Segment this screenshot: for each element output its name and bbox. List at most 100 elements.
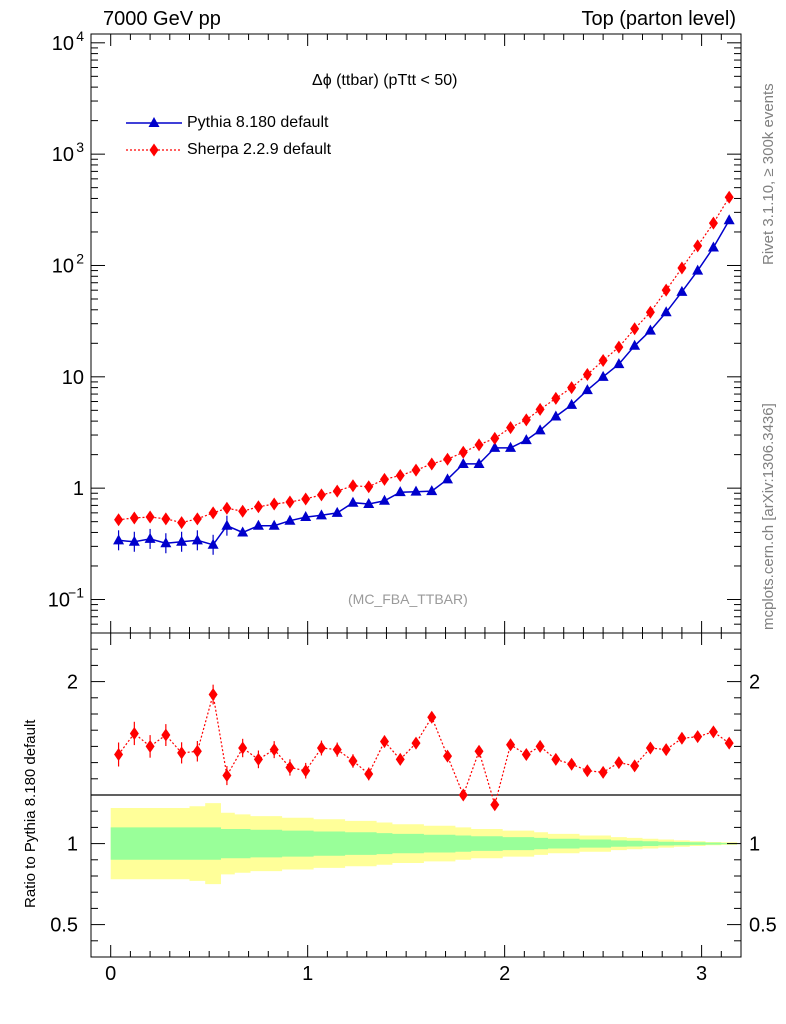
sherpa-ratio-point (301, 764, 311, 778)
pythia-point (550, 410, 562, 421)
sherpa-point (379, 472, 389, 486)
y-tick-label: 1 (73, 478, 84, 500)
ratio-plot-panel: 0 1 2 3 0.5 0.5 1 1 2 2 (50, 632, 777, 985)
main-plot-series (113, 190, 735, 555)
sherpa-point (474, 438, 484, 452)
pythia-point (707, 241, 719, 252)
sherpa-point (364, 480, 374, 494)
sherpa-ratio-point (724, 736, 734, 750)
sherpa-ratio-point (693, 730, 703, 744)
sherpa-point (332, 484, 342, 498)
ratio-y-tick-label-right: 0.5 (749, 915, 777, 937)
sherpa-point (253, 500, 263, 514)
y-tick-exponent: 2 (76, 250, 84, 266)
pythia-point (207, 538, 219, 549)
sherpa-point (427, 457, 437, 471)
sherpa-point (238, 504, 248, 518)
sherpa-point (443, 452, 453, 466)
sherpa-point (458, 445, 468, 459)
sherpa-ratio-point (285, 760, 295, 774)
pythia-point (505, 441, 517, 452)
sherpa-ratio-point (535, 739, 545, 753)
sherpa-ratio-point (458, 788, 468, 802)
pythia-point (300, 511, 312, 522)
pythia-point (534, 424, 546, 435)
analysis-watermark: (MC_FBA_TTBAR) (348, 591, 468, 607)
sherpa-ratio-point (348, 754, 358, 768)
sherpa-point (395, 468, 405, 482)
sherpa-ratio-point (661, 743, 671, 757)
pythia-point (221, 519, 233, 530)
pythia-point (331, 506, 343, 517)
sherpa-point (677, 261, 687, 275)
pythia-point (284, 514, 296, 525)
y-tick-label: 10 (62, 367, 84, 389)
sherpa-point (208, 506, 218, 520)
ratio-plot-ticks: 0 1 2 3 0.5 0.5 1 1 2 2 (50, 633, 777, 985)
sherpa-ratio-point (379, 735, 389, 749)
sherpa-ratio-point (177, 746, 187, 760)
legend-label-sherpa: Sherpa 2.2.9 default (187, 141, 332, 158)
sherpa-ratio-point (208, 688, 218, 702)
pythia-point (237, 526, 249, 537)
pythia-point (581, 384, 593, 395)
plot-title: Δϕ (ttbar) (pTtt < 50) (312, 72, 458, 89)
sherpa-ratio-point (332, 743, 342, 757)
pythia-point (426, 485, 438, 496)
sherpa-point (222, 501, 232, 515)
sherpa-ratio-point (443, 749, 453, 763)
sherpa-point (177, 516, 187, 530)
sherpa-ratio-point (145, 739, 155, 753)
y-tick-label: 10 (48, 589, 70, 611)
sherpa-point (551, 391, 561, 405)
pythia-point (457, 457, 469, 468)
ratio-y-tick-label: 0.5 (50, 915, 78, 937)
pythia-point (410, 485, 422, 496)
sherpa-point (114, 513, 124, 527)
sherpa-point (582, 367, 592, 381)
sherpa-point (192, 512, 202, 526)
mcplots-reference-label: mcplots.cern.ch [arXiv:1306.3436] (760, 403, 777, 630)
sherpa-ratio-point (316, 741, 326, 755)
pythia-point (660, 306, 672, 317)
sherpa-ratio-point (677, 731, 687, 745)
sherpa-point (129, 511, 139, 525)
pythia-point (644, 324, 656, 335)
sherpa-series-line (118, 196, 730, 524)
pythia-point (520, 434, 532, 445)
sherpa-point (348, 479, 358, 493)
pythia-point (723, 214, 735, 225)
pythia-point (113, 534, 125, 545)
sherpa-ratio-point (521, 748, 531, 761)
sherpa-point (661, 283, 671, 297)
y-tick-label: 10 (52, 255, 74, 277)
sherpa-point (724, 190, 734, 204)
sherpa-point (411, 463, 421, 477)
sherpa-ratio-point (238, 741, 248, 755)
x-tick-label: 2 (499, 963, 510, 985)
pythia-point (363, 498, 375, 509)
legend-marker-diamond-icon (126, 143, 182, 157)
x-tick-label: 0 (105, 963, 116, 985)
ratio-y-tick-label-right: 2 (749, 672, 760, 694)
pythia-point (692, 264, 704, 275)
pythia-point (315, 509, 327, 520)
pythia-point (566, 398, 578, 409)
ratio-y-tick-label: 2 (67, 672, 78, 694)
ratio-plot-series (114, 684, 734, 812)
y-tick-label: 10 (52, 144, 74, 166)
sherpa-ratio-point (708, 725, 718, 739)
y-tick-exponent: −1 (68, 584, 84, 600)
pythia-point (347, 496, 359, 507)
sherpa-point (598, 354, 608, 368)
pythia-point (128, 535, 140, 546)
ratio-y-tick-label: 1 (67, 834, 78, 856)
sherpa-point (614, 340, 624, 354)
sherpa-ratio-point (222, 769, 232, 783)
sherpa-point (645, 305, 655, 319)
sherpa-point (693, 239, 703, 253)
sherpa-point (145, 510, 155, 524)
y-tick-exponent: 3 (76, 139, 84, 155)
sherpa-ratio-point (114, 748, 124, 761)
